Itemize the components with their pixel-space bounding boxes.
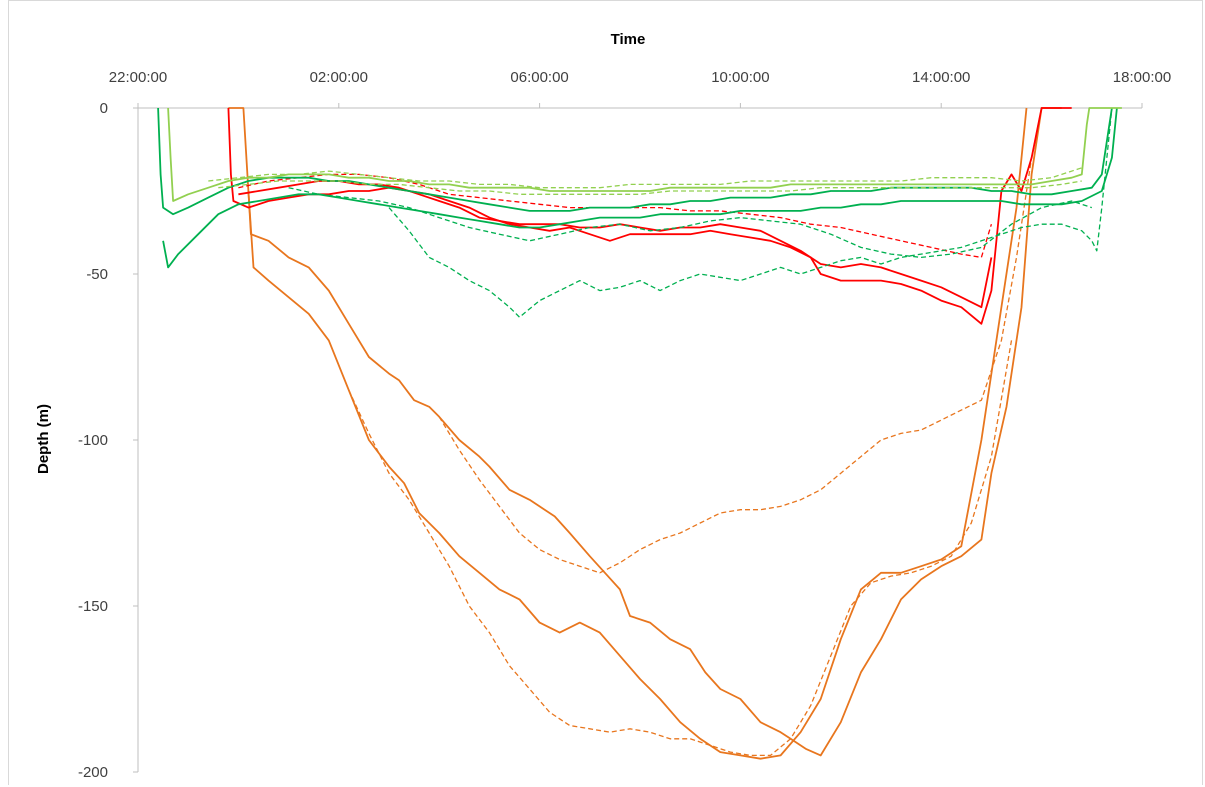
series-line-14 [218,180,1082,195]
chart-frame [8,0,1203,785]
series-line-9 [162,107,1118,269]
x-tick-label: 10:00:00 [711,69,769,86]
y-tick-label: -50 [86,266,108,283]
y-tick-label: -150 [78,598,108,615]
y-tick-label: 0 [100,100,108,117]
x-tick-label: 22:00:00 [109,69,167,86]
y-axis-title: Depth (m) [35,404,52,474]
y-tick-label: -200 [78,764,108,781]
x-tick-label: 14:00:00 [912,69,970,86]
x-tick-label: 18:00:00 [1113,69,1171,86]
axes: 22:00:00 02:00:00 06:00:00 10:00:00 14:00:00… [78,69,1171,781]
x-tick-label: 02:00:00 [310,69,368,86]
series-line-11 [288,187,1093,259]
series-line-5 [227,107,1072,325]
series-line-13 [208,167,1083,189]
series-line-1 [228,107,1062,757]
series-line-8 [157,107,1113,216]
series-line-2 [247,107,1028,760]
series-line-10 [388,107,1113,318]
series-line-3 [348,340,1013,757]
x-axis-title: Time [611,31,646,48]
y-tick-label: -100 [78,432,108,449]
x-tick-label: 06:00:00 [510,69,568,86]
series-line-4 [438,107,1043,574]
series-layer [157,107,1122,760]
series-line-7 [238,173,993,259]
